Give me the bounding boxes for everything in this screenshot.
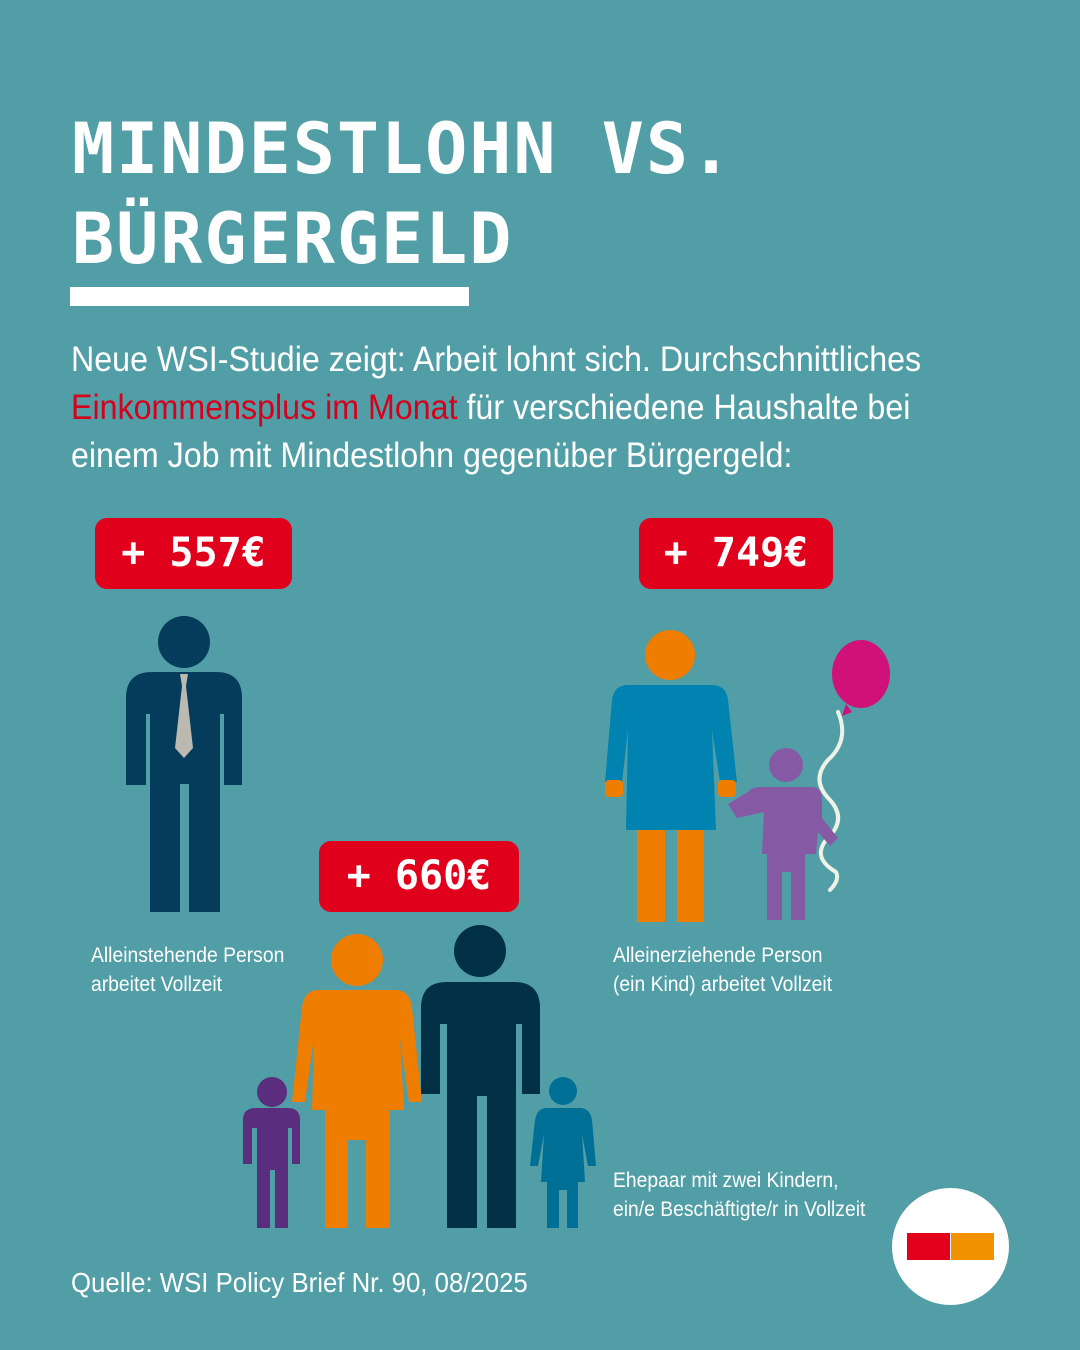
- badge-single-person: + 557€: [95, 518, 292, 589]
- caption-single-person-line-1: Alleinstehende Person: [91, 944, 285, 967]
- caption-couple-line-1: Ehepaar mit zwei Kindern,: [613, 1169, 839, 1192]
- caption-couple-line-2: ein/e Beschäftigte/r in Vollzeit: [613, 1198, 866, 1221]
- badge-couple-two-children: + 660€: [319, 841, 519, 912]
- logo-red-block: [907, 1233, 950, 1260]
- logo-icon: [892, 1188, 1009, 1305]
- child-right-icon: [530, 1077, 596, 1228]
- caption-single-parent: Alleinerziehende Person (ein Kind) arbei…: [613, 941, 832, 999]
- page-title: MINDESTLOHN VS. BÜRGERGELD: [72, 104, 734, 284]
- badge-single-parent: + 749€: [639, 518, 833, 589]
- woman-icon: [292, 934, 422, 1228]
- intro-text-end: für verschiedene Haushalte bei einem Job…: [71, 388, 911, 475]
- caption-single-person-line-2: arbeitet Vollzeit: [91, 973, 223, 996]
- source-note: Quelle: WSI Policy Brief Nr. 90, 08/2025: [71, 1267, 528, 1298]
- logo-orange-block: [951, 1233, 994, 1260]
- caption-single-person: Alleinstehende Person arbeitet Vollzeit: [91, 941, 284, 999]
- title-line-2: BÜRGERGELD: [72, 198, 514, 280]
- caption-single-parent-line-2: (ein Kind) arbeitet Vollzeit: [613, 973, 833, 996]
- balloon-icon: [817, 640, 890, 892]
- intro-highlight: Einkommensplus im Monat: [71, 388, 458, 427]
- caption-couple-two-children: Ehepaar mit zwei Kindern, ein/e Beschäft…: [613, 1166, 865, 1224]
- intro-text-start: Neue WSI-Studie zeigt: Arbeit lohnt sich…: [71, 340, 922, 379]
- child-left-icon: [243, 1077, 300, 1228]
- man-icon: [421, 925, 540, 1228]
- child-icon: [728, 748, 838, 920]
- title-line-1: MINDESTLOHN VS.: [72, 108, 735, 190]
- mother-icon: [605, 630, 737, 922]
- title-underline: [70, 287, 469, 306]
- caption-single-parent-line-1: Alleinerziehende Person: [613, 944, 823, 967]
- intro-text: Neue WSI-Studie zeigt: Arbeit lohnt sich…: [71, 336, 954, 480]
